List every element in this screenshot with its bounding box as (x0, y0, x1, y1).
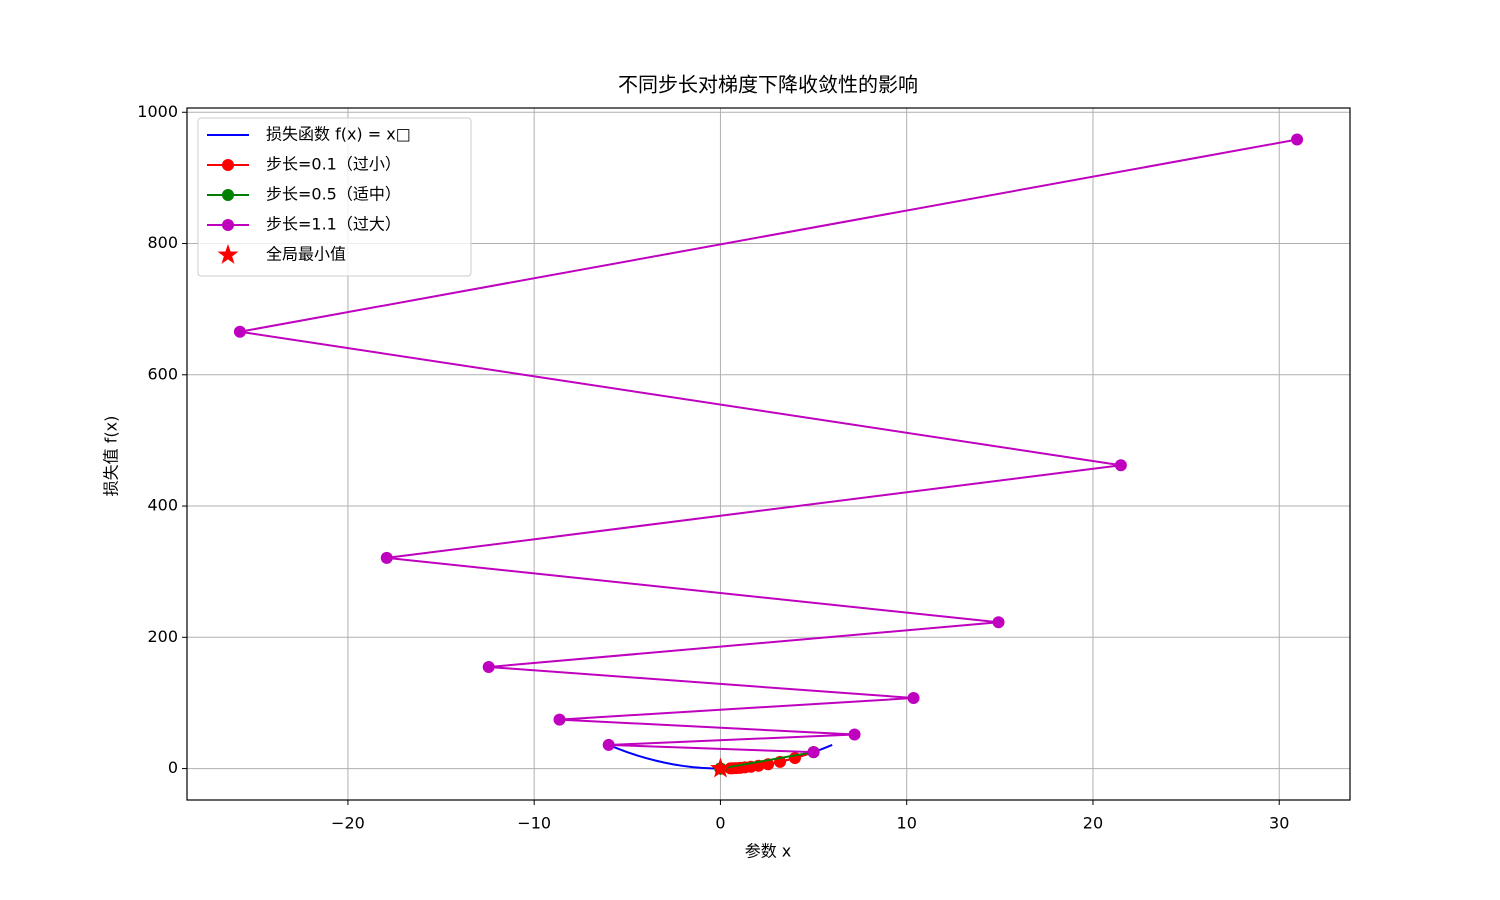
marker (907, 692, 920, 705)
x-axis-label: 参数 x (745, 842, 792, 861)
marker (1291, 133, 1304, 146)
marker (709, 757, 731, 778)
y-tick-label: 800 (147, 233, 178, 252)
chart-title: 不同步长对梯度下降收敛性的影响 (618, 73, 918, 97)
x-tick-label: 10 (897, 814, 917, 833)
marker (217, 244, 239, 264)
y-tick-label: 400 (147, 496, 178, 515)
marker (602, 738, 615, 751)
plot-frame (186, 107, 1351, 801)
y-tick-label: 0 (168, 758, 178, 777)
marker (233, 325, 246, 338)
y-axis-label: 损失值 f(x) (102, 416, 121, 497)
legend: 损失函数 f(x) = x□ 步长=0.1（过小） 步长=0.5（适中） 步长=1.1… (197, 117, 472, 277)
legend-label: 步长=0.1（过小） (266, 155, 401, 174)
marker (222, 159, 234, 171)
marker (1114, 459, 1127, 472)
marker (482, 660, 495, 673)
marker (222, 189, 234, 201)
legend-label: 全局最小值 (266, 245, 346, 264)
legend-label: 步长=1.1（过大） (266, 215, 401, 234)
series-line (720, 751, 814, 770)
marker (807, 746, 820, 759)
marker (222, 219, 234, 231)
x-tick-label: −10 (517, 814, 551, 833)
x-tick-label: 30 (1269, 814, 1289, 833)
x-tick-label: 20 (1083, 814, 1103, 833)
y-tick-label: 1000 (137, 102, 178, 121)
marker (553, 713, 566, 726)
x-tick-label: 0 (715, 814, 725, 833)
marker (848, 728, 861, 741)
y-tick-label: 600 (147, 364, 178, 383)
marker (992, 616, 1005, 629)
legend-box (197, 117, 472, 277)
marker (380, 551, 393, 564)
legend-label: 步长=0.5（适中） (266, 185, 401, 204)
y-tick-label: 200 (147, 627, 178, 646)
x-tick-label: −20 (331, 814, 365, 833)
legend-label: 损失函数 f(x) = x□ (266, 125, 411, 144)
